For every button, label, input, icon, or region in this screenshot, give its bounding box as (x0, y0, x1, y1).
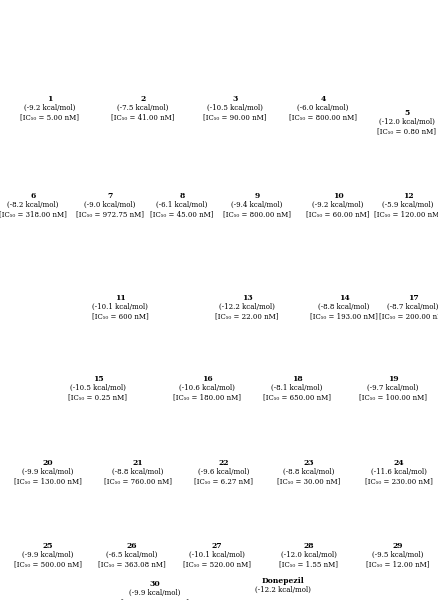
Text: (-9.0 kcal/mol): (-9.0 kcal/mol) (84, 201, 135, 209)
Text: (-9.9 kcal/mol): (-9.9 kcal/mol) (22, 551, 74, 559)
Text: (-8.1 kcal/mol): (-8.1 kcal/mol) (271, 384, 322, 392)
Text: 21: 21 (132, 459, 143, 467)
Text: [IC₅₀ = 45.00 nM]: [IC₅₀ = 45.00 nM] (150, 210, 213, 218)
Text: (-10.5 kcal/mol): (-10.5 kcal/mol) (207, 104, 262, 112)
Text: 25: 25 (42, 542, 53, 550)
Text: [IC₅₀ = 800.00 nM]: [IC₅₀ = 800.00 nM] (223, 210, 290, 218)
Text: Donepezil: Donepezil (261, 577, 304, 585)
Text: (-8.8 kcal/mol): (-8.8 kcal/mol) (283, 468, 334, 476)
Text: [IC₅₀ = 318.00 nM]: [IC₅₀ = 318.00 nM] (0, 210, 67, 218)
Text: [IC₅₀ = 0.80 nM]: [IC₅₀ = 0.80 nM] (377, 127, 435, 135)
Text: 14: 14 (338, 294, 349, 302)
Text: (-9.5 kcal/mol): (-9.5 kcal/mol) (371, 551, 423, 559)
Text: [IC₅₀ = 520.00 nM]: [IC₅₀ = 520.00 nM] (183, 560, 251, 568)
Text: [IC₅₀ = 12.00 nM]: [IC₅₀ = 12.00 nM] (365, 560, 429, 568)
Text: 20: 20 (42, 459, 53, 467)
Text: [IC₅₀ = 41.00 nM]: [IC₅₀ = 41.00 nM] (111, 113, 174, 121)
Text: [IC₅₀ = 120.00 nM]: [IC₅₀ = 120.00 nM] (373, 210, 438, 218)
Text: [IC₅₀ = 500.00 nM]: [IC₅₀ = 500.00 nM] (14, 560, 82, 568)
Text: [IC₅₀ = 230.00 nM]: [IC₅₀ = 230.00 nM] (364, 477, 432, 485)
Text: [IC₅₀ = 30.00 nM]: [IC₅₀ = 30.00 nM] (277, 477, 340, 485)
Text: (-10.6 kcal/mol): (-10.6 kcal/mol) (179, 384, 234, 392)
Text: 30: 30 (149, 580, 160, 588)
Text: (-7.5 kcal/mol): (-7.5 kcal/mol) (117, 104, 168, 112)
Text: [IC₅₀ = 100.00 nM]: [IC₅₀ = 100.00 nM] (358, 393, 426, 401)
Text: (-9.7 kcal/mol): (-9.7 kcal/mol) (367, 384, 418, 392)
Text: (-8.7 kcal/mol): (-8.7 kcal/mol) (386, 303, 438, 311)
Text: [IC₅₀ = 760.00 nM]: [IC₅₀ = 760.00 nM] (104, 477, 172, 485)
Text: 12: 12 (402, 192, 412, 200)
Text: 7: 7 (107, 192, 113, 200)
Text: 28: 28 (303, 542, 314, 550)
Text: [IC₅₀ = 60.00 nM]: [IC₅₀ = 60.00 nM] (306, 210, 369, 218)
Text: (-12.2 kcal/mol): (-12.2 kcal/mol) (254, 586, 310, 594)
Text: 22: 22 (218, 459, 229, 467)
Text: 29: 29 (392, 542, 403, 550)
Text: [IC₅₀ = 90.00 nM]: [IC₅₀ = 90.00 nM] (203, 113, 266, 121)
Text: 17: 17 (407, 294, 417, 302)
Text: [IC₅₀ = 600 nM]: [IC₅₀ = 600 nM] (92, 312, 148, 320)
Text: (-10.1 kcal/mol): (-10.1 kcal/mol) (92, 303, 148, 311)
Text: (-11.6 kcal/mol): (-11.6 kcal/mol) (370, 468, 426, 476)
Text: 15: 15 (92, 375, 103, 383)
Text: [IC₅₀ = 6.27 nM]: [IC₅₀ = 6.27 nM] (194, 477, 253, 485)
Text: 9: 9 (254, 192, 259, 200)
Text: (-9.4 kcal/mol): (-9.4 kcal/mol) (231, 201, 282, 209)
Text: (-9.2 kcal/mol): (-9.2 kcal/mol) (24, 104, 75, 112)
Text: [IC₅₀ = 972.75 nM]: [IC₅₀ = 972.75 nM] (76, 210, 144, 218)
Text: 18: 18 (291, 375, 302, 383)
Text: 8: 8 (179, 192, 184, 200)
Text: (-8.8 kcal/mol): (-8.8 kcal/mol) (318, 303, 369, 311)
Text: (-5.9 kcal/mol): (-5.9 kcal/mol) (381, 201, 433, 209)
Text: [IC₅₀ = 650.00 nM]: [IC₅₀ = 650.00 nM] (262, 393, 330, 401)
Text: [IC₅₀ = 200.00 nM]: [IC₅₀ = 200.00 nM] (378, 312, 438, 320)
Text: [IC₅₀ = 5.00 nM]: [IC₅₀ = 5.00 nM] (21, 113, 79, 121)
Text: [IC₅₀ = 22.00 nM]: [IC₅₀ = 22.00 nM] (215, 312, 278, 320)
Text: (-12.0 kcal/mol): (-12.0 kcal/mol) (378, 118, 434, 126)
Text: (-9.9 kcal/mol): (-9.9 kcal/mol) (129, 589, 180, 597)
Text: [IC₅₀ = 1.55 nM]: [IC₅₀ = 1.55 nM] (279, 560, 338, 568)
Text: 24: 24 (393, 459, 403, 467)
Text: [IC₅₀ = 800.00 nM]: [IC₅₀ = 800.00 nM] (288, 113, 356, 121)
Text: (-10.1 kcal/mol): (-10.1 kcal/mol) (189, 551, 244, 559)
Text: 6: 6 (30, 192, 35, 200)
Text: 16: 16 (201, 375, 212, 383)
Text: [IC₅₀ = 130.00 nM]: [IC₅₀ = 130.00 nM] (14, 477, 82, 485)
Text: [IC₅₀ = 180.00 nM]: [IC₅₀ = 180.00 nM] (173, 393, 240, 401)
Text: (-6.1 kcal/mol): (-6.1 kcal/mol) (156, 201, 207, 209)
Text: 10: 10 (332, 192, 343, 200)
Text: [IC₅₀ = 0.25 nM]: [IC₅₀ = 0.25 nM] (68, 393, 127, 401)
Text: 27: 27 (211, 542, 222, 550)
Text: (-9.2 kcal/mol): (-9.2 kcal/mol) (311, 201, 363, 209)
Text: [IC₅₀ = 193.00 nM]: [IC₅₀ = 193.00 nM] (309, 312, 377, 320)
Text: (-12.0 kcal/mol): (-12.0 kcal/mol) (280, 551, 336, 559)
Text: 26: 26 (127, 542, 137, 550)
Text: (-6.5 kcal/mol): (-6.5 kcal/mol) (106, 551, 157, 559)
Text: 23: 23 (303, 459, 314, 467)
Text: (-10.5 kcal/mol): (-10.5 kcal/mol) (70, 384, 126, 392)
Text: 13: 13 (241, 294, 252, 302)
Text: (-6.0 kcal/mol): (-6.0 kcal/mol) (297, 104, 348, 112)
Text: 19: 19 (387, 375, 397, 383)
Text: 1: 1 (47, 95, 53, 103)
Text: [IC₅₀ = 370.00 nM]: [IC₅₀ = 370.00 nM] (121, 598, 188, 600)
Text: 3: 3 (232, 95, 237, 103)
Text: 4: 4 (320, 95, 325, 103)
Text: [IC₅₀ = 363.08 nM]: [IC₅₀ = 363.08 nM] (98, 560, 166, 568)
Text: 5: 5 (403, 109, 409, 117)
Text: (-12.2 kcal/mol): (-12.2 kcal/mol) (219, 303, 274, 311)
Text: (-9.6 kcal/mol): (-9.6 kcal/mol) (198, 468, 249, 476)
Text: 2: 2 (140, 95, 145, 103)
Text: (-8.8 kcal/mol): (-8.8 kcal/mol) (112, 468, 163, 476)
Text: 11: 11 (114, 294, 125, 302)
Text: (-9.9 kcal/mol): (-9.9 kcal/mol) (22, 468, 74, 476)
Text: (-8.2 kcal/mol): (-8.2 kcal/mol) (7, 201, 59, 209)
